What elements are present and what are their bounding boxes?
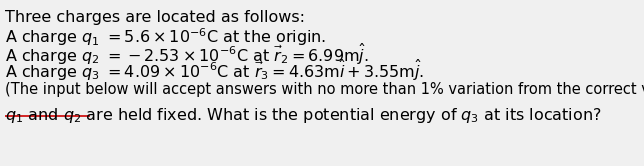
Text: $q_1$ and $q_2$ are held fixed. What is the potential energy of $q_3$ at its loc: $q_1$ and $q_2$ are held fixed. What is … bbox=[5, 106, 601, 125]
Text: Three charges are located as follows:: Three charges are located as follows: bbox=[5, 10, 305, 25]
Text: (The input below will accept answers with no more than 1% variation from the cor: (The input below will accept answers wit… bbox=[5, 82, 644, 97]
Text: A charge $q_1$ $= 5.6 \times 10^{-6}$C at the origin.: A charge $q_1$ $= 5.6 \times 10^{-6}$C a… bbox=[5, 26, 326, 48]
Text: A charge $q_2$ $= -2.53 \times 10^{-6}$C at $\vec{r}_2 = 6.99\mathrm{m}\hat{j}$.: A charge $q_2$ $= -2.53 \times 10^{-6}$C… bbox=[5, 42, 368, 67]
Text: A charge $q_3$ $= 4.09 \times 10^{-6}$C at $\vec{r}_3 = 4.63\mathrm{m}\hat{i} + : A charge $q_3$ $= 4.09 \times 10^{-6}$C … bbox=[5, 58, 424, 83]
